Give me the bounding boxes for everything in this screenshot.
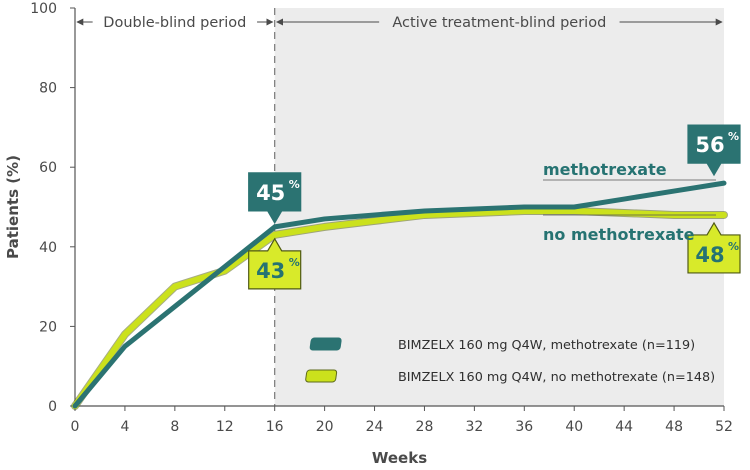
legend-label: BIMZELX 160 mg Q4W, no methotrexate (n=1…: [398, 370, 715, 385]
callout-box: [248, 237, 302, 290]
callout-box: [248, 172, 302, 225]
y-tick-label: 80: [39, 81, 57, 97]
series-label-methotrexate: methotrexate: [543, 160, 667, 179]
callout-value: 48: [695, 243, 724, 267]
x-tick-label: 16: [266, 419, 284, 435]
series-label-no-methotrexate: no methotrexate: [543, 225, 695, 244]
period-label: Double-blind period: [103, 15, 246, 31]
callout-percent: %: [289, 256, 300, 269]
callout-methotrexate-week52: 56%: [687, 124, 741, 177]
period-label: Active treatment-blind period: [392, 15, 606, 31]
legend-label: BIMZELX 160 mg Q4W, methotrexate (n=119): [398, 338, 695, 353]
x-tick-label: 32: [465, 419, 483, 435]
callout-value: 43: [256, 259, 285, 283]
x-axis-title: Weeks: [372, 449, 427, 467]
callout-value: 56: [695, 133, 724, 157]
x-tick-label: 20: [316, 419, 334, 435]
legend-swatch: [305, 369, 338, 383]
callout-value: 45: [256, 181, 285, 205]
x-tick-label: 40: [565, 419, 583, 435]
callout-percent: %: [289, 178, 300, 191]
callout-box: [687, 124, 741, 177]
y-tick-label: 20: [39, 319, 57, 335]
legend-swatch: [309, 337, 342, 351]
callout-methotrexate-week16: 45%: [248, 172, 302, 225]
x-tick-label: 36: [515, 419, 533, 435]
x-tick-label: 48: [665, 419, 683, 435]
x-tick-label: 12: [216, 419, 234, 435]
y-tick-label: 100: [30, 1, 57, 17]
callout-box: [687, 221, 741, 274]
y-axis-title: Patients (%): [4, 155, 22, 259]
y-tick-label: 60: [39, 160, 57, 176]
callout-percent: %: [728, 130, 739, 143]
x-tick-label: 28: [416, 419, 434, 435]
y-tick-label: 0: [48, 399, 57, 415]
x-tick-label: 4: [120, 419, 129, 435]
y-tick-label: 40: [39, 240, 57, 256]
x-tick-label: 8: [170, 419, 179, 435]
series-line-no-methotrexate: [72, 207, 727, 409]
x-tick-label: 44: [615, 419, 633, 435]
x-tick-label: 52: [715, 419, 733, 435]
callout-no-methotrexate-week16: 43%: [248, 237, 302, 290]
series-line-methotrexate: [72, 180, 727, 409]
x-tick-label: 24: [366, 419, 384, 435]
x-tick-label: 0: [71, 419, 80, 435]
callout-percent: %: [728, 240, 739, 253]
callout-no-methotrexate-week52: 48%: [687, 221, 741, 274]
